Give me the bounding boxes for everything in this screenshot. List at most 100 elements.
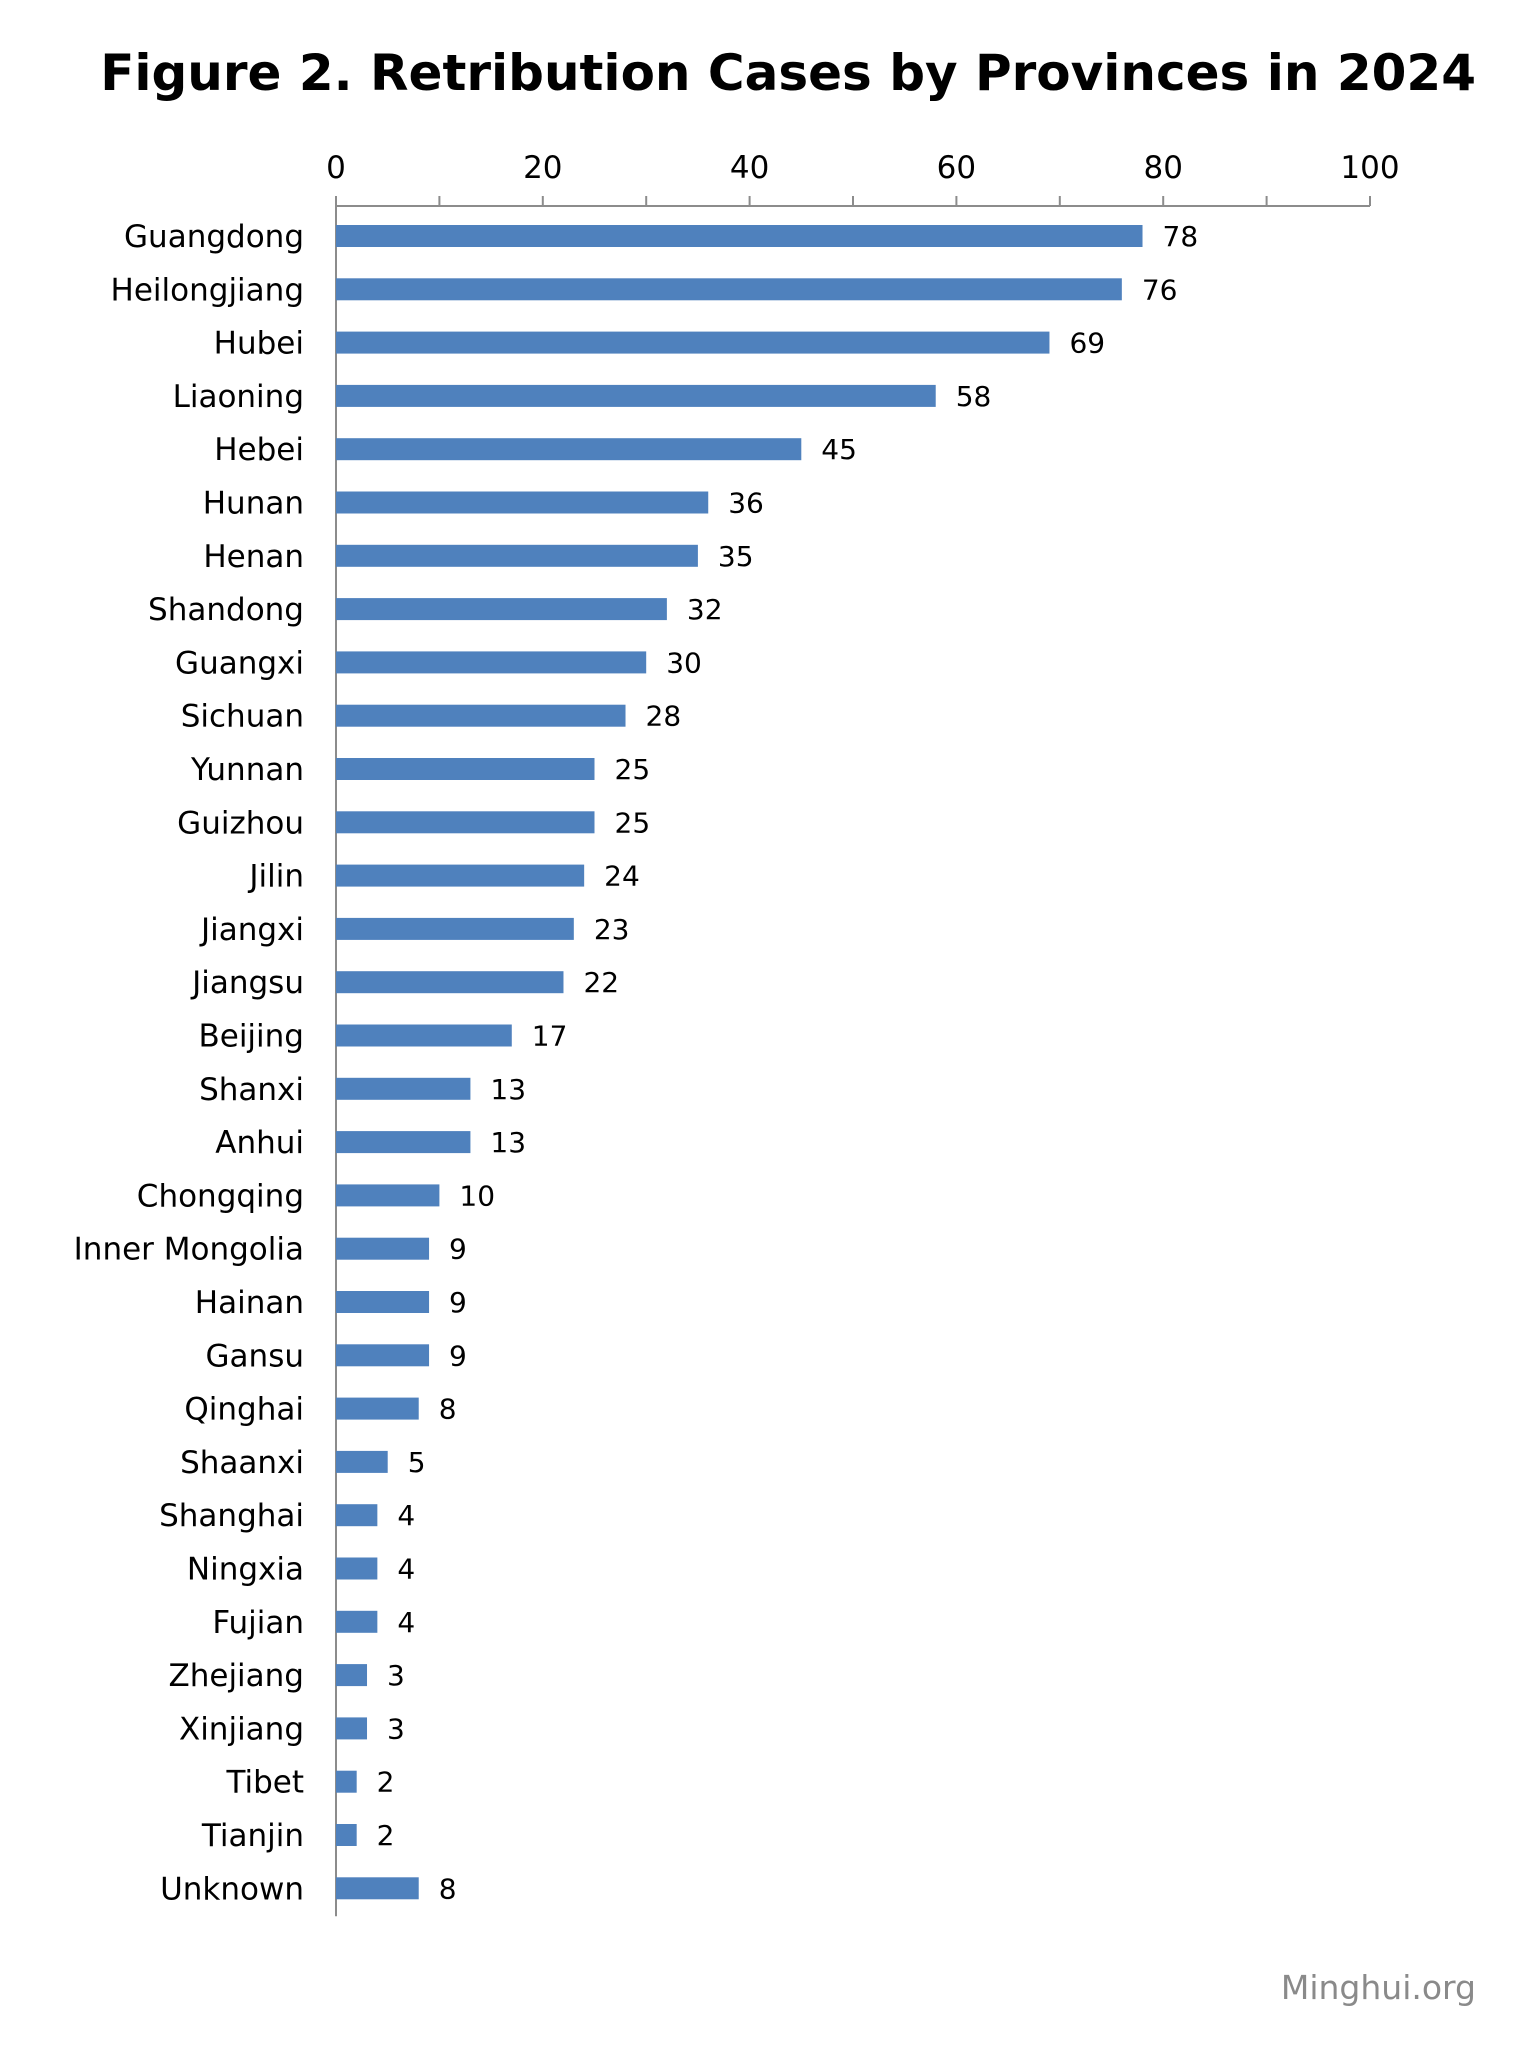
- data-label: 24: [604, 860, 640, 893]
- data-label: 45: [821, 433, 857, 466]
- bar: [336, 651, 647, 674]
- data-label: 58: [956, 380, 992, 413]
- data-label: 22: [583, 966, 619, 999]
- category-label: Sichuan: [181, 699, 304, 735]
- bar: [336, 384, 936, 407]
- data-label: 3: [387, 1712, 405, 1745]
- data-label: 30: [666, 646, 702, 679]
- x-tick-label: 80: [1143, 150, 1182, 186]
- bars: [336, 225, 1143, 1900]
- data-label: 4: [397, 1499, 415, 1532]
- bar: [336, 1077, 471, 1100]
- bar: [336, 331, 1050, 354]
- data-label: 9: [449, 1339, 467, 1372]
- data-label: 4: [397, 1606, 415, 1639]
- bar: [336, 1024, 512, 1047]
- labels: Guangdong 78 Heilongjiang 76 Hubei 69 Liaoning…: [74, 219, 1199, 1907]
- x-tick-label: 20: [523, 150, 562, 186]
- category-label: Hunan: [203, 486, 304, 522]
- bar: [336, 1291, 430, 1313]
- data-label: 35: [718, 540, 754, 573]
- data-label: 10: [459, 1179, 495, 1212]
- x-tick-label: 40: [730, 150, 769, 186]
- category-label: Hainan: [195, 1285, 304, 1321]
- bar: [336, 1397, 419, 1420]
- x-tick-label: 0: [326, 150, 346, 186]
- bar: [336, 438, 802, 461]
- bar: [336, 864, 585, 887]
- category-label: Jilin: [247, 859, 304, 895]
- bar: [336, 1450, 388, 1473]
- category-label: Unknown: [160, 1871, 304, 1907]
- category-label: Heilongjiang: [111, 272, 304, 308]
- bar: [336, 1824, 357, 1846]
- data-label: 8: [439, 1872, 457, 1905]
- category-label: Guangdong: [124, 219, 304, 255]
- bar: [336, 1131, 471, 1154]
- bar: [336, 1344, 430, 1367]
- data-label: 25: [615, 753, 651, 786]
- category-label: Inner Mongolia: [74, 1232, 304, 1268]
- category-label: Hubei: [214, 326, 304, 362]
- data-label: 23: [594, 913, 630, 946]
- category-label: Shandong: [148, 592, 304, 628]
- bar: [336, 1237, 430, 1260]
- category-label: Tibet: [226, 1765, 305, 1801]
- bar: [336, 1770, 357, 1793]
- data-label: 78: [1163, 220, 1199, 253]
- bar: [336, 1877, 419, 1900]
- source-credit: Minghui.org: [1280, 1968, 1476, 2007]
- bar: [336, 1610, 378, 1633]
- data-label: 8: [439, 1393, 457, 1426]
- bar: [336, 1717, 368, 1740]
- bar: [336, 1557, 378, 1580]
- category-label: Hebei: [214, 432, 304, 468]
- data-label: 76: [1142, 273, 1178, 306]
- category-label: Qinghai: [184, 1392, 304, 1428]
- data-label: 28: [646, 700, 682, 733]
- chart-title: Figure 2. Retribution Cases by Provinces…: [100, 44, 1476, 102]
- data-label: 9: [449, 1286, 467, 1319]
- x-tick-label: 60: [937, 150, 976, 186]
- data-label: 4: [397, 1553, 415, 1586]
- bar: [336, 1184, 440, 1207]
- data-label: 25: [615, 806, 651, 839]
- category-label: Shanxi: [199, 1072, 304, 1108]
- data-label: 5: [408, 1446, 426, 1479]
- category-label: Ningxia: [187, 1552, 304, 1588]
- category-label: Tianjin: [201, 1818, 304, 1854]
- category-label: Fujian: [212, 1605, 304, 1641]
- bar: [336, 598, 667, 621]
- category-label: Yunnan: [190, 752, 304, 788]
- bar: [336, 811, 595, 834]
- category-label: Guangxi: [175, 645, 304, 681]
- category-label: Guizhou: [177, 805, 304, 841]
- data-label: 13: [490, 1126, 526, 1159]
- bar: [336, 971, 564, 994]
- category-label: Beijing: [198, 1019, 304, 1055]
- category-label: Henan: [203, 539, 304, 575]
- bar: [336, 1504, 378, 1527]
- category-label: Shanghai: [159, 1498, 304, 1534]
- category-label: Xinjiang: [179, 1711, 304, 1747]
- data-label: 69: [1069, 327, 1105, 360]
- category-label: Gansu: [206, 1338, 304, 1374]
- data-label: 36: [728, 487, 764, 520]
- data-label: 13: [490, 1073, 526, 1106]
- bar: [336, 544, 698, 567]
- category-label: Zhejiang: [168, 1658, 304, 1694]
- bar: [336, 704, 626, 727]
- bar: [336, 917, 574, 940]
- bar: [336, 1664, 368, 1687]
- x-tick-label: 100: [1340, 150, 1399, 186]
- bar: [336, 491, 709, 514]
- category-label: Anhui: [215, 1125, 304, 1161]
- bar: [336, 758, 595, 780]
- data-label: 3: [387, 1659, 405, 1692]
- category-label: Shaanxi: [180, 1445, 304, 1481]
- x-axis: 0 20 40 60 80 100: [326, 150, 1400, 1917]
- bar: [336, 225, 1143, 247]
- data-label: 2: [377, 1766, 395, 1799]
- category-label: Liaoning: [173, 379, 304, 415]
